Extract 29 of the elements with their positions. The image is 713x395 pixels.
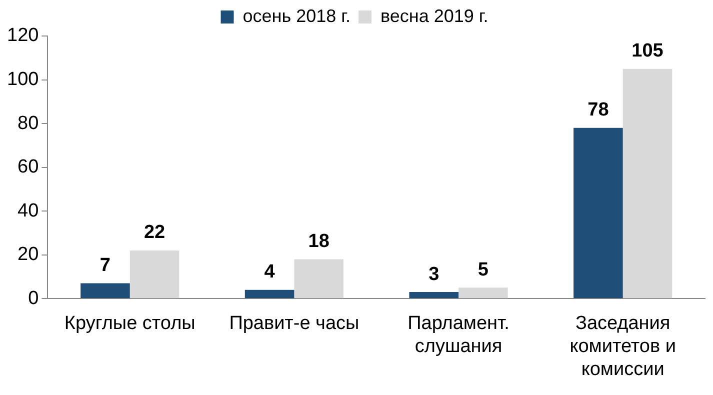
bar [294, 259, 344, 298]
x-tick-label: Правит-е часы [229, 313, 360, 334]
bar [622, 68, 672, 298]
data-label: 105 [632, 40, 664, 62]
x-tick-label: Круглые столы [64, 313, 196, 334]
data-label: 5 [478, 259, 489, 280]
data-label: 22 [144, 222, 166, 244]
y-tick-label: 80 [18, 112, 39, 134]
y-tick-label: 100 [7, 69, 39, 90]
bar [80, 283, 130, 298]
bar [409, 292, 459, 298]
data-label: 4 [264, 262, 276, 283]
bar [130, 250, 180, 298]
data-label: 7 [100, 255, 111, 276]
legend-label: осень 2018 г. [242, 6, 351, 26]
legend-label: весна 2019 г. [380, 6, 488, 26]
bar [458, 288, 508, 298]
y-tick-label: 0 [28, 288, 39, 309]
data-label: 78 [588, 100, 609, 121]
y-tick-label: 40 [18, 200, 39, 222]
x-tick-label: Заседания комитетов и комиссии [570, 313, 676, 380]
data-label: 18 [308, 230, 330, 252]
bar [244, 290, 294, 298]
bar [574, 128, 623, 298]
y-tick-label: 20 [18, 244, 39, 266]
y-tick-label: 120 [7, 25, 39, 46]
data-label: 3 [428, 264, 440, 285]
y-tick-label: 60 [18, 156, 39, 178]
x-tick-label: Парламент. слушания [408, 313, 510, 358]
